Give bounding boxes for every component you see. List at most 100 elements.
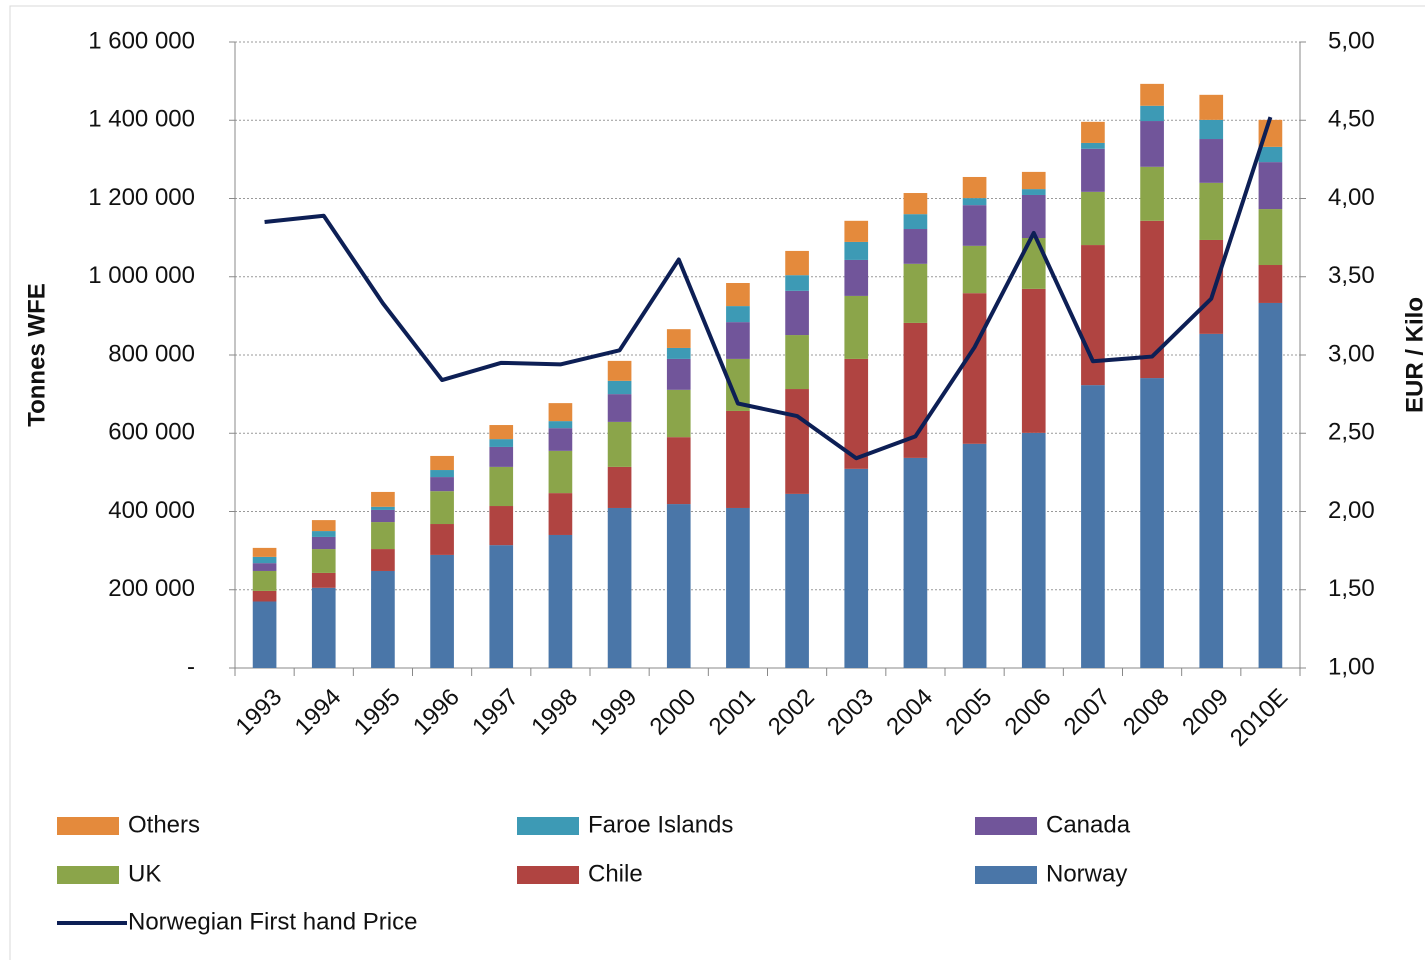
bar-segment <box>844 220 869 242</box>
bar-segment <box>489 545 514 668</box>
bar-segment <box>844 241 869 260</box>
price-line <box>264 116 1273 461</box>
bar-segment <box>1081 121 1105 143</box>
bar-segment <box>1140 378 1164 668</box>
y-tick-label: - <box>187 653 195 680</box>
y-tick-label: 1 000 000 <box>88 262 195 289</box>
bar-segment <box>489 439 514 447</box>
bar-segment <box>666 329 691 348</box>
bar-segment <box>430 477 454 492</box>
bar-segment <box>1081 191 1105 246</box>
bar-segment <box>726 283 750 307</box>
bar-segment <box>785 275 809 291</box>
bar-segment <box>1021 288 1046 433</box>
x-tick-label: 2008 <box>1118 684 1175 741</box>
bar-segment <box>607 380 632 395</box>
bar-segment <box>371 506 395 510</box>
bar-segment <box>785 250 809 276</box>
y2-tick-label: 1,00 <box>1328 653 1375 680</box>
y2-tick-label: 4,00 <box>1328 184 1375 211</box>
bar-segment <box>666 347 691 359</box>
bar-segment <box>430 455 454 471</box>
y-axis-label: Tonnes WFE <box>23 283 50 427</box>
y2-tick-label: 4,50 <box>1328 106 1375 133</box>
bar-segment <box>962 245 987 294</box>
bar-segment <box>844 259 869 296</box>
x-tick-label: 1997 <box>467 684 524 741</box>
bar-segment <box>1199 94 1224 120</box>
legend-label: Norway <box>1046 860 1127 887</box>
y-tick-label: 1 200 000 <box>88 184 195 211</box>
bar-segment <box>903 193 928 215</box>
y2-tick-label: 5,00 <box>1328 27 1375 54</box>
x-tick-label: 2000 <box>645 684 702 741</box>
bar-segment <box>962 293 987 444</box>
y2-tick-label: 2,00 <box>1328 497 1375 524</box>
x-tick-label: 2005 <box>940 684 997 741</box>
legend-label: Canada <box>1046 811 1131 838</box>
bar-segment <box>548 493 573 535</box>
bar-segment <box>1199 139 1224 183</box>
bar-segment <box>962 205 987 246</box>
x-tick-label: 1999 <box>585 684 642 741</box>
legend-label: Faroe Islands <box>588 811 733 838</box>
bar-segment <box>903 263 928 323</box>
x-tick-label: 2004 <box>881 684 938 741</box>
bar-segment <box>1199 182 1224 240</box>
bar-segment <box>607 466 632 508</box>
x-tick-label: 1994 <box>290 684 347 741</box>
bar-segment <box>726 306 750 323</box>
x-tick-label: 1996 <box>408 684 465 741</box>
bar-segment <box>726 507 750 668</box>
bar-segment <box>1140 83 1164 106</box>
bar-segment <box>371 570 395 668</box>
bar-segment <box>666 389 691 438</box>
bar-segment <box>1021 432 1046 668</box>
bar-segment <box>548 450 573 494</box>
y2-tick-label: 3,50 <box>1328 262 1375 289</box>
bar-segment <box>1199 119 1224 140</box>
bar-segment <box>666 437 691 505</box>
bar-segment <box>311 587 336 668</box>
bar-segment <box>1258 302 1283 668</box>
bar-segment <box>1140 166 1164 221</box>
x-tick-label: 1995 <box>349 684 406 741</box>
bar-segment <box>252 563 277 571</box>
y-tick-label: 1 400 000 <box>88 106 195 133</box>
bar-segment <box>1140 105 1164 122</box>
bar-segment <box>1140 220 1164 379</box>
bar-segment <box>371 522 395 550</box>
bar-segment <box>785 389 809 494</box>
x-tick-label: 2002 <box>763 684 820 741</box>
bar-segment <box>489 506 514 546</box>
bar-segment <box>1021 189 1046 195</box>
bar-segment <box>607 507 632 668</box>
bar-segment <box>903 457 928 668</box>
bar-segment <box>489 446 514 467</box>
bar-segment <box>1258 209 1283 266</box>
bar-segment <box>1021 171 1046 190</box>
legend-label: Chile <box>588 860 643 887</box>
bar-segment <box>1021 238 1046 289</box>
bar-segment <box>489 466 514 507</box>
bar-segment <box>430 470 454 478</box>
bar-segment <box>962 198 987 206</box>
bar-segment <box>785 335 809 390</box>
bar-segment <box>726 322 750 359</box>
y-tick-label: 1 600 000 <box>88 27 195 54</box>
bar-segment <box>548 534 573 668</box>
legend-swatch <box>517 817 579 835</box>
bar-segment <box>430 524 454 555</box>
bar-segment <box>1199 333 1224 668</box>
bar-segment <box>430 554 454 668</box>
bar-segment <box>785 493 809 668</box>
bar-segment <box>371 509 395 523</box>
y-tick-label: 400 000 <box>108 497 195 524</box>
bar-segment <box>903 214 928 230</box>
x-tick-label: 2006 <box>1000 684 1057 741</box>
bar-segment <box>252 570 277 591</box>
legend-label: UK <box>128 860 161 887</box>
bar-segment <box>844 358 869 469</box>
y-tick-label: 800 000 <box>108 340 195 367</box>
